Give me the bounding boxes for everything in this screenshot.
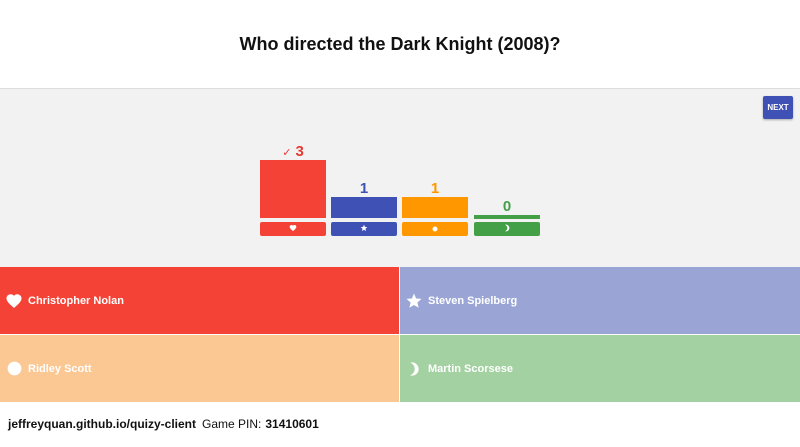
- heart-icon: [5, 292, 23, 310]
- bar-label-1: [260, 222, 326, 236]
- bar-count-3: 1: [430, 180, 440, 197]
- answer-label-3: Ridley Scott: [28, 362, 92, 375]
- result-bar-3: 1: [402, 89, 468, 267]
- game-pin-label: Game PIN:: [202, 417, 262, 431]
- circle-icon: [432, 225, 438, 234]
- results-area: NEXT ✓ 3 1 1 0: [0, 89, 800, 267]
- question-header: Who directed the Dark Knight (2008)?: [0, 0, 800, 89]
- bar-fill-4: [474, 215, 540, 219]
- answer-tile-2[interactable]: Steven Spielberg: [400, 267, 800, 334]
- moon-icon: [405, 360, 423, 378]
- result-bar-4: 0: [474, 89, 540, 267]
- correct-check-icon: ✓: [282, 147, 292, 159]
- answer-label-2: Steven Spielberg: [428, 294, 518, 307]
- circle-icon: [5, 360, 23, 378]
- answer-label-1: Christopher Nolan: [28, 294, 124, 307]
- moon-icon: [503, 224, 511, 234]
- game-pin-value: 31410601: [265, 417, 319, 431]
- answer-label-4: Martin Scorsese: [428, 362, 513, 375]
- bar-count-4: 0: [502, 198, 512, 215]
- question-title: Who directed the Dark Knight (2008)?: [239, 33, 561, 54]
- result-bar-1: ✓ 3: [260, 89, 326, 267]
- result-bar-2: 1: [331, 89, 397, 267]
- bar-count-2: 1: [359, 180, 369, 197]
- footer: jeffreyquan.github.io/quizy-client Game …: [0, 401, 800, 447]
- bar-count-1: ✓ 3: [260, 144, 326, 161]
- bar-label-2: [331, 222, 397, 236]
- bar-fill-2: [331, 197, 397, 218]
- bar-fill-3: [402, 197, 468, 218]
- answer-tile-4[interactable]: Martin Scorsese: [400, 335, 800, 402]
- bar-fill-1: [260, 160, 326, 218]
- bar-count-value-1: 3: [295, 143, 304, 160]
- next-button[interactable]: NEXT: [763, 96, 793, 119]
- star-icon: [360, 224, 368, 234]
- bar-label-4: [474, 222, 540, 236]
- heart-icon: [289, 224, 297, 234]
- answer-tile-3[interactable]: Ridley Scott: [0, 335, 399, 402]
- star-icon: [405, 292, 423, 310]
- bar-label-3: [402, 222, 468, 236]
- site-link[interactable]: jeffreyquan.github.io/quizy-client: [8, 417, 197, 431]
- answer-tile-1[interactable]: Christopher Nolan: [0, 267, 399, 334]
